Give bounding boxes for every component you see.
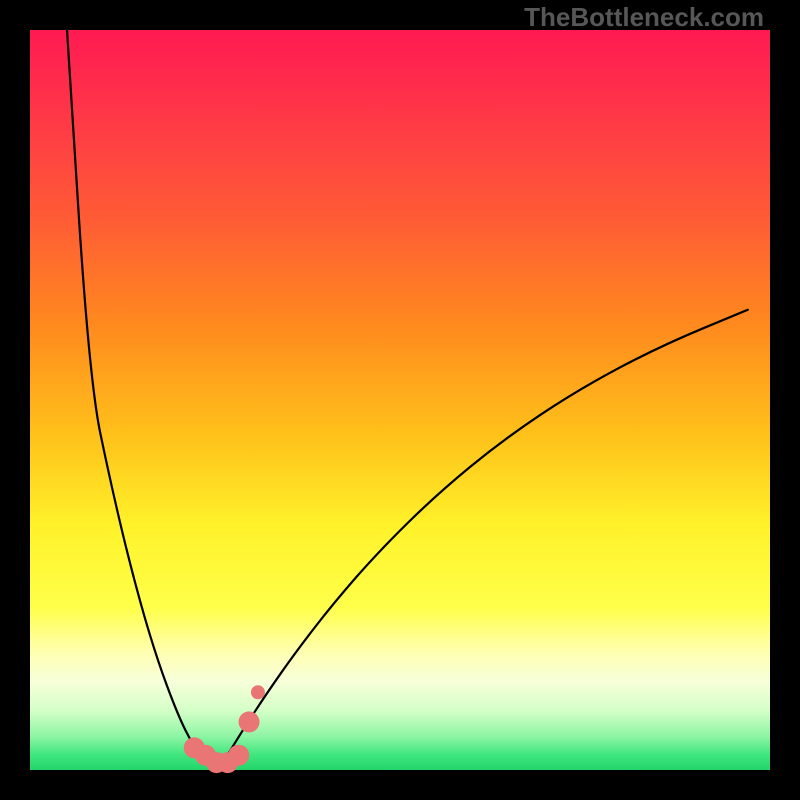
chart-stage: TheBottleneck.com bbox=[0, 0, 800, 800]
marker-dot-outlier bbox=[251, 685, 265, 699]
chart-svg bbox=[0, 0, 800, 800]
marker-dot bbox=[239, 711, 260, 732]
watermark-text: TheBottleneck.com bbox=[524, 2, 764, 33]
plot-background bbox=[30, 30, 770, 770]
marker-dot bbox=[228, 745, 249, 766]
